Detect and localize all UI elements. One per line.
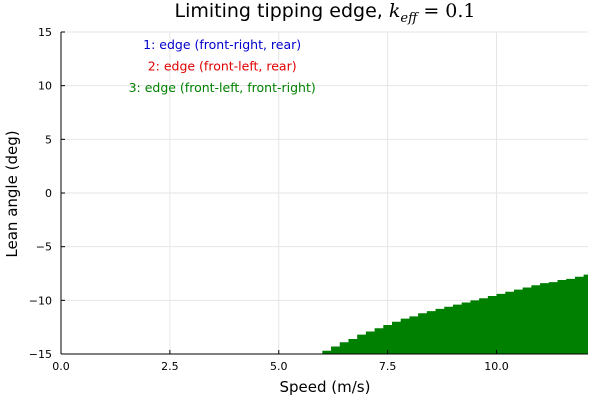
annotation-3: 3: edge (front-left, front-right) [129, 80, 316, 95]
x-tick-label-4: 10.0 [484, 360, 509, 373]
y-tick-label-2: 5 [45, 133, 52, 146]
y-tick-label-0: 15 [38, 26, 52, 39]
y-tick-label-6: −15 [29, 348, 52, 361]
area-series-1 [317, 273, 588, 354]
chart-title-math-sub: eff [400, 11, 420, 26]
x-axis-label: Speed (m/s) [280, 378, 371, 396]
y-tick-label-1: 10 [38, 80, 52, 93]
chart-title-prefix: Limiting tipping edge, [174, 0, 388, 22]
y-tick-label-5: −10 [29, 294, 52, 307]
y-axis-label: Lean angle (deg) [3, 130, 21, 257]
chart-title-math-rest: = 0.1 [417, 0, 475, 22]
x-tick-label-3: 7.5 [379, 360, 397, 373]
x-tick-label-1: 2.5 [161, 360, 179, 373]
y-tick-label-3: 0 [45, 187, 52, 200]
annotation-2: 2: edge (front-left, rear) [148, 58, 297, 73]
x-tick-label-0: 0.0 [52, 360, 70, 373]
tick-layer: 0.0 2.5 5.0 7.5 10.0 15 10 5 0 −5 −10 −15 [29, 26, 509, 373]
x-tick-label-2: 5.0 [270, 360, 288, 373]
area-layer [317, 273, 588, 354]
chart-title-math-var: k [389, 0, 401, 22]
y-tick-label-4: −5 [36, 241, 52, 254]
annotation-1: 1: edge (front-right, rear) [143, 37, 301, 52]
annotation-layer: 1: edge (front-right, rear) 2: edge (fron… [129, 37, 316, 95]
chart-title: Limiting tipping edge, keff = 0.1 [174, 0, 475, 26]
